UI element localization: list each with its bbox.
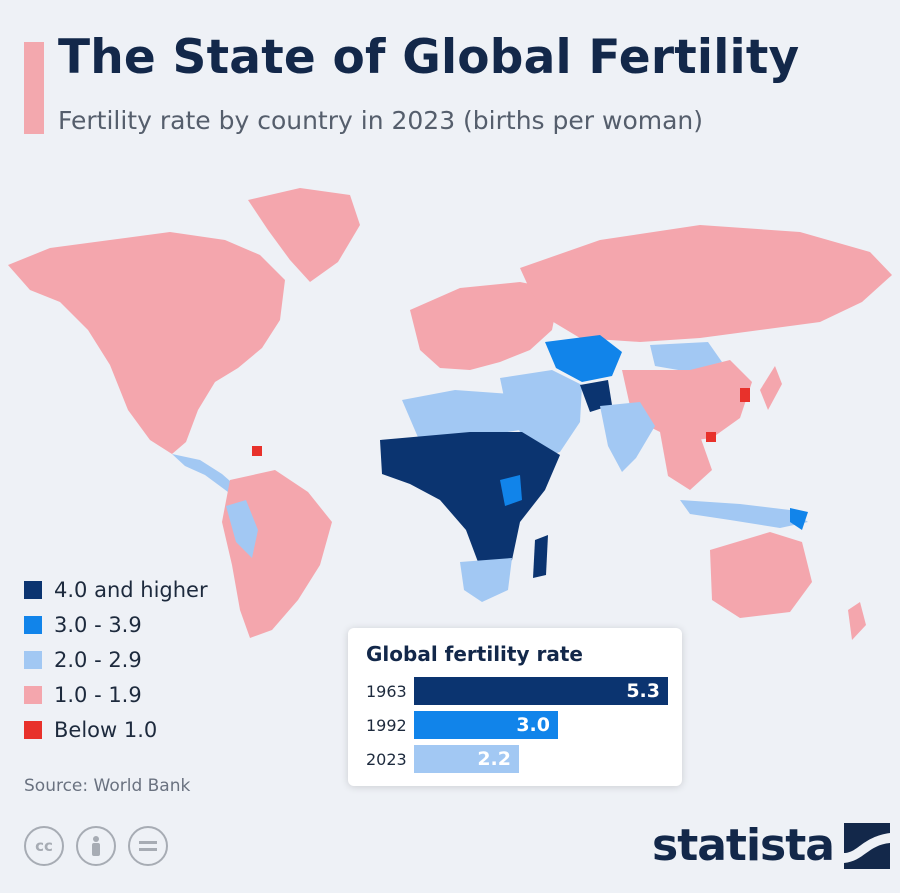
bar-row-1992: 1992 3.0 [366,710,558,740]
bar-label-1963: 5.3 [626,680,660,702]
bar-row-1963: 1963 5.3 [366,676,668,706]
afghanistan-region [580,380,612,412]
legend-item-below-1: Below 1.0 [24,712,208,747]
legend-swatch-4-plus [24,580,42,599]
legend-item-4-plus: 4.0 and higher [24,572,208,607]
north-america-region [8,232,285,454]
russia-region [520,225,892,342]
middle-east-region [500,370,582,458]
statista-logo-icon [843,822,890,869]
legend-item-2: 2.0 - 2.9 [24,642,208,677]
page-subtitle: Fertility rate by country in 2023 (birth… [58,106,704,135]
bar-year-1963: 1963 [366,681,407,701]
australia-region [710,532,812,618]
central-america-region [172,454,238,492]
inset-title: Global fertility rate [366,642,583,666]
bar-label-2023: 2.2 [477,748,511,770]
equals-icon[interactable] [128,826,168,866]
legend-swatch-below-1 [24,720,42,739]
source-note: Source: World Bank [24,776,191,796]
map-legend: 4.0 and higher 3.0 - 3.9 2.0 - 2.9 1.0 -… [24,572,208,747]
mongolia-region [650,342,722,372]
bar-2023: 2.2 [414,745,519,773]
indonesia-region [680,500,808,528]
caribbean-below1 [252,446,262,456]
bar-label-1992: 3.0 [516,714,550,736]
bar-1963: 5.3 [414,677,668,705]
china-region [622,360,752,442]
europe-region [410,282,560,370]
india-region [600,402,655,472]
cc-icon[interactable]: cc [24,826,64,866]
world-map [8,188,892,640]
greenland-region [248,188,360,282]
statista-wordmark: statista [652,820,835,871]
legend-label-1: 1.0 - 1.9 [54,682,142,707]
person-icon[interactable] [76,826,116,866]
korea-below1 [740,388,750,402]
legend-label-below-1: Below 1.0 [54,717,158,742]
taiwan-below1 [706,432,716,442]
legend-swatch-2 [24,650,42,669]
statista-logo[interactable]: statista [652,820,890,871]
global-fertility-inset: Global fertility rate 1963 5.3 1992 3.0 … [348,628,682,786]
bar-1992: 3.0 [414,711,558,739]
legend-label-3: 3.0 - 3.9 [54,612,142,637]
madagascar-region [533,535,548,578]
legend-item-3: 3.0 - 3.9 [24,607,208,642]
bar-row-2023: 2023 2.2 [366,744,519,774]
japan-region [760,366,782,410]
legend-label-4-plus: 4.0 and higher [54,577,208,602]
legend-swatch-3 [24,615,42,634]
bar-year-1992: 1992 [366,715,407,735]
legend-swatch-1 [24,685,42,704]
page-title: The State of Global Fertility [58,30,800,85]
legend-item-1: 1.0 - 1.9 [24,677,208,712]
southeast-asia-region [660,432,712,490]
east-africa-3-region [500,475,522,506]
license-icons: cc [24,826,168,866]
central-asia-region [545,335,622,382]
title-accent-bar [24,42,44,134]
legend-label-2: 2.0 - 2.9 [54,647,142,672]
png-region [790,508,808,530]
andes-region [226,500,258,558]
north-africa-region [402,390,520,442]
sub-saharan-africa-region [380,432,560,572]
south-america-region [222,470,332,638]
new-zealand-region [848,602,866,640]
bar-year-2023: 2023 [366,749,407,769]
southern-africa-region [460,558,512,602]
